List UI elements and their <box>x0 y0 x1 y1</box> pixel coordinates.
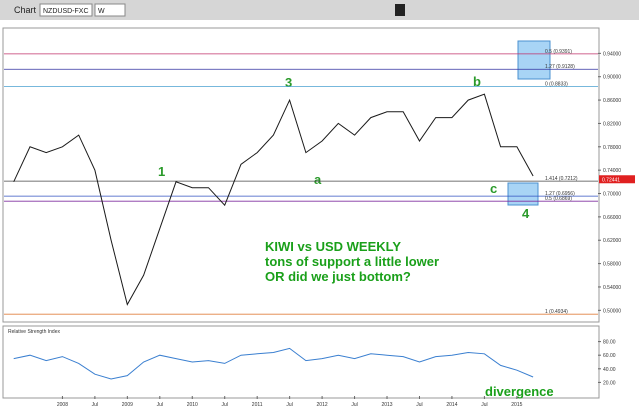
y-tick-label: 0.82000 <box>603 121 621 127</box>
x-tick-label: 2009 <box>122 402 133 408</box>
x-tick-label: 2014 <box>446 402 457 408</box>
fib-label: 1.27 (0.6956) <box>545 191 575 197</box>
x-tick-label: 2012 <box>317 402 328 408</box>
annotation: OR did we just bottom? <box>265 269 411 284</box>
y-tick-label: 0.62000 <box>603 238 621 244</box>
button[interactable] <box>395 4 405 16</box>
toolbar-title: Chart <box>14 5 37 15</box>
symbol: NZDUSD-FXC <box>43 8 89 15</box>
symbol-input[interactable] <box>39 3 93 17</box>
fib-label: 0.5 (0.6869) <box>545 196 572 202</box>
last-price-label: 0.72441 <box>602 177 620 183</box>
wave-label: 1 <box>158 164 165 179</box>
wave-label: c <box>490 181 497 196</box>
annotation: KIWI vs USD WEEKLY <box>265 239 401 254</box>
y-tick-label: 60.00 <box>603 353 616 359</box>
price-line <box>13 93 534 306</box>
y-tick-label: 80.00 <box>603 340 616 346</box>
y-tick-label: 20.00 <box>603 380 616 386</box>
last-price-box <box>599 175 635 184</box>
x-tick-label: 2010 <box>187 402 198 408</box>
y-tick-label: 0.78000 <box>603 145 621 151</box>
y-tick-label: 0.90000 <box>603 75 621 81</box>
wave-label: 3 <box>285 75 292 90</box>
fib-label: 1 (0.4934) <box>545 309 568 315</box>
y-tick-label: 0.86000 <box>603 98 621 104</box>
wave-label: b <box>473 74 481 89</box>
fib-label: 0.5 (0.9391) <box>545 49 572 55</box>
y-tick-label: 0.94000 <box>603 51 621 57</box>
toolbar <box>0 0 639 20</box>
x-tick-label: Jul <box>481 402 487 408</box>
y-tick-label: 0.70000 <box>603 192 621 198</box>
fib-label: 1.27 (0.9128) <box>545 64 575 70</box>
x-tick-label: 2011 <box>252 402 263 408</box>
rsi-line <box>13 347 534 380</box>
wave-label: a <box>314 172 322 187</box>
fib-label: 1.414 (0.7212) <box>545 176 578 182</box>
price-panel <box>2 27 600 323</box>
target-box <box>517 40 551 80</box>
x-tick-label: Jul <box>157 402 163 408</box>
x-tick-label: 2013 <box>381 402 392 408</box>
y-tick-label: 40.00 <box>603 367 616 373</box>
period-select[interactable] <box>94 3 126 17</box>
x-tick-label: 2008 <box>57 402 68 408</box>
x-tick-label: 2015 <box>511 402 522 408</box>
y-tick-label: 0.66000 <box>603 215 621 221</box>
y-tick-label: 0.54000 <box>603 285 621 291</box>
annotation: tons of support a little lower <box>265 254 439 269</box>
y-tick-label: 0.74000 <box>603 168 621 174</box>
annotation: divergence <box>485 384 554 399</box>
x-tick-label: Jul <box>351 402 357 408</box>
x-tick-label: Jul <box>416 402 422 408</box>
rsi-panel <box>2 325 600 399</box>
wave-label: 4 <box>522 206 530 221</box>
x-tick-label: Jul <box>222 402 228 408</box>
y-tick-label: 0.50000 <box>603 308 621 314</box>
support-box <box>507 182 539 206</box>
x-tick-label: Jul <box>92 402 98 408</box>
fib-label: 0 (0.8833) <box>545 81 568 87</box>
x-tick-label: Jul <box>286 402 292 408</box>
y-tick-label: 0.58000 <box>603 262 621 268</box>
rsi-title: Relative Strength Index <box>8 329 60 335</box>
period: W <box>98 8 105 15</box>
